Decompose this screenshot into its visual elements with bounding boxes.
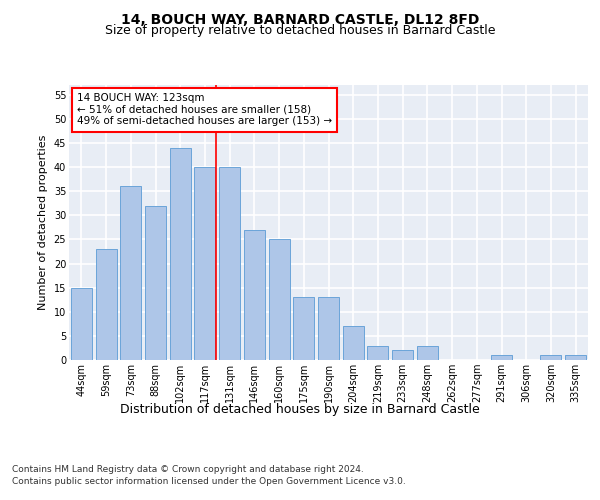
Bar [194,167,215,360]
Text: 14, BOUCH WAY, BARNARD CASTLE, DL12 8FD: 14, BOUCH WAY, BARNARD CASTLE, DL12 8FD [121,12,479,26]
Bar [120,186,141,360]
Bar [145,206,166,360]
Bar [71,288,92,360]
Bar [219,167,240,360]
Text: Contains public sector information licensed under the Open Government Licence v3: Contains public sector information licen… [12,478,406,486]
Y-axis label: Number of detached properties: Number of detached properties [38,135,48,310]
Bar [269,240,290,360]
Bar [367,346,388,360]
Bar [318,298,339,360]
Bar [392,350,413,360]
Bar [170,148,191,360]
Bar [244,230,265,360]
Text: Distribution of detached houses by size in Barnard Castle: Distribution of detached houses by size … [120,402,480,415]
Bar [491,355,512,360]
Bar [417,346,438,360]
Bar [541,355,562,360]
Bar [565,355,586,360]
Text: Size of property relative to detached houses in Barnard Castle: Size of property relative to detached ho… [105,24,495,37]
Bar [293,298,314,360]
Text: Contains HM Land Registry data © Crown copyright and database right 2024.: Contains HM Land Registry data © Crown c… [12,465,364,474]
Bar [343,326,364,360]
Bar [95,249,116,360]
Text: 14 BOUCH WAY: 123sqm
← 51% of detached houses are smaller (158)
49% of semi-deta: 14 BOUCH WAY: 123sqm ← 51% of detached h… [77,93,332,126]
